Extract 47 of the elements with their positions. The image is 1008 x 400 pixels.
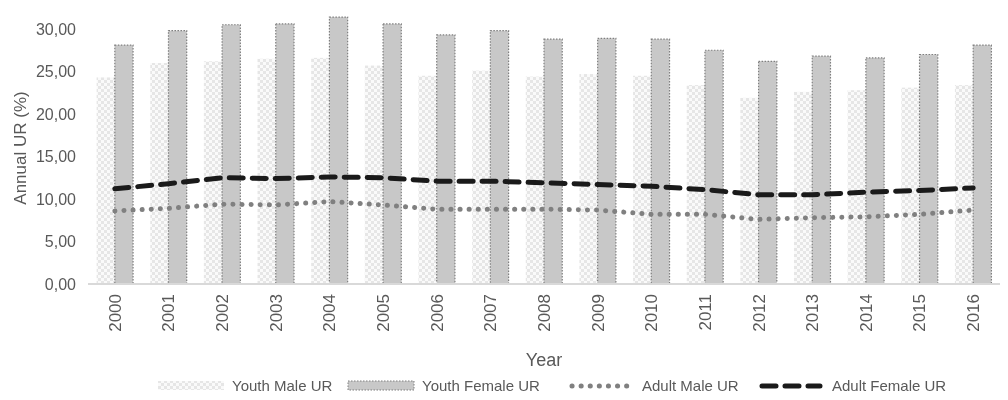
- legend-label: Adult Female UR: [832, 377, 947, 395]
- x-tick-label: 2006: [427, 294, 447, 332]
- x-tick-label: 2010: [642, 294, 662, 332]
- bar: [311, 57, 330, 284]
- bar: [847, 90, 866, 284]
- x-tick-label: 2013: [803, 294, 823, 332]
- bar: [525, 76, 544, 284]
- x-tick-label: 2002: [213, 294, 233, 332]
- x-tick-label: 2004: [320, 294, 340, 332]
- x-axis-title: Year: [525, 350, 563, 370]
- x-tick-label: 2011: [695, 294, 715, 331]
- x-tick-label: 2001: [159, 294, 179, 332]
- bar: [472, 70, 491, 284]
- y-tick-label: 25,00: [35, 63, 77, 81]
- x-tick-label: 2005: [374, 294, 394, 332]
- x-tick-label: 2009: [588, 294, 608, 332]
- x-tick-label: 2007: [481, 294, 501, 332]
- bar: [954, 85, 974, 284]
- bar: [96, 77, 115, 284]
- legend-label: Youth Male UR: [232, 377, 333, 395]
- x-tick-label: 2014: [856, 294, 876, 332]
- x-tick-label: 2000: [105, 294, 125, 332]
- x-tick-label: 2015: [910, 294, 930, 332]
- bar: [901, 87, 920, 284]
- y-tick-label: 20,00: [35, 105, 77, 123]
- y-axis-title: Annual UR (%): [10, 91, 30, 205]
- bar: [257, 58, 276, 284]
- y-tick-label: 0,00: [44, 275, 77, 293]
- bar: [203, 61, 223, 284]
- bar: [364, 65, 384, 284]
- y-tick-label: 5,00: [44, 233, 77, 251]
- y-tick-label: 30,00: [35, 20, 77, 38]
- x-tick-label: 2003: [266, 294, 286, 332]
- y-tick-label: 10,00: [35, 190, 77, 208]
- bar: [686, 85, 705, 284]
- y-tick-label: 15,00: [35, 148, 77, 166]
- bar: [579, 74, 598, 284]
- x-tick-label: 2016: [964, 294, 984, 332]
- legend-label: Adult Male UR: [642, 377, 739, 395]
- bar: [794, 91, 813, 284]
- bar: [633, 75, 652, 284]
- x-tick-label: 2012: [749, 294, 769, 332]
- bar: [740, 97, 759, 284]
- bar: [150, 63, 169, 284]
- legend-label: Youth Female UR: [422, 377, 541, 395]
- bar: [418, 75, 437, 284]
- x-tick-label: 2008: [534, 294, 554, 332]
